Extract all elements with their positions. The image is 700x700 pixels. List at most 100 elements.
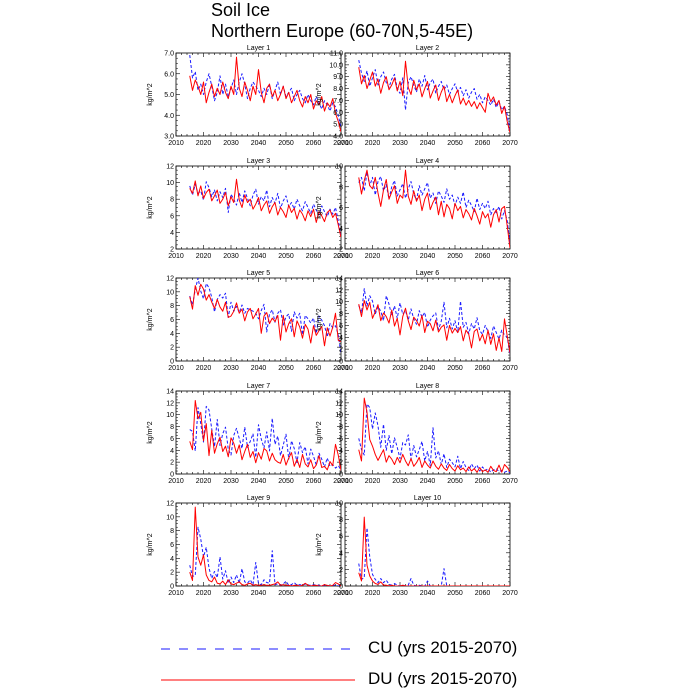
x-tick-label: 2020 [365, 590, 381, 597]
y-axis-label: kg/m^2 [147, 533, 154, 555]
y-tick-label: 6.0 [333, 110, 343, 117]
y-tick-label: 2 [170, 345, 174, 352]
x-tick-label: 2060 [306, 140, 322, 147]
panel-frame [344, 390, 511, 475]
y-axis-label: kg/m^2 [316, 421, 323, 443]
y-tick-label: 4 [170, 556, 174, 563]
x-tick-label: 2030 [392, 253, 408, 260]
chart-title: Soil Ice [211, 0, 271, 20]
x-tick-label: 2020 [196, 478, 212, 485]
x-tick-label: 2020 [196, 253, 212, 260]
panel-layer-1: Layer 1 2010 2020 2030 2040 2050 2060 2070 3.0 4.… [147, 45, 349, 147]
y-tick-label: 2 [170, 570, 174, 577]
y-tick-label: 11.0 [330, 51, 343, 58]
x-tick-label: 2040 [251, 140, 267, 147]
series-du-line [358, 516, 510, 586]
panel-frame [344, 52, 511, 137]
x-tick-label: 2070 [333, 253, 349, 260]
series-cu-line [358, 171, 510, 243]
panel-title-layer-4: Layer 4 [416, 158, 439, 165]
x-tick-label: 2030 [223, 140, 239, 147]
y-tick-label: 5.0 [164, 92, 174, 99]
series-du-line [189, 399, 341, 471]
chart-subtitle: Northern Europe (60-70N,5-45E) [211, 21, 474, 41]
y-tick-label: 0 [170, 584, 174, 591]
x-tick-label: 2010 [337, 590, 353, 597]
x-tick-label: 2010 [168, 478, 184, 485]
x-tick-label: 2040 [251, 365, 267, 372]
y-tick-label: 4 [339, 335, 343, 342]
x-tick-label: 2040 [420, 590, 436, 597]
y-tick-label: 4 [339, 226, 343, 233]
y-tick-label: 8 [170, 303, 174, 310]
y-tick-label: 2 [339, 567, 343, 574]
y-tick-label: 14 [335, 389, 343, 396]
series-du-line [358, 60, 510, 133]
x-tick-label: 2040 [251, 478, 267, 485]
x-tick-label: 2030 [392, 590, 408, 597]
y-tick-label: 8 [170, 197, 174, 204]
series-du-line [189, 283, 341, 347]
x-tick-label: 2020 [365, 365, 381, 372]
series-cu-line [358, 288, 510, 356]
x-tick-label: 2010 [337, 140, 353, 147]
panel-title-layer-6: Layer 6 [416, 270, 439, 277]
x-tick-label: 2050 [447, 365, 463, 372]
x-tick-label: 2050 [447, 140, 463, 147]
panel-title-layer-8: Layer 8 [416, 383, 439, 390]
y-axis-label: kg/m^2 [147, 421, 154, 443]
legend-label-du: DU (yrs 2015-2070) [368, 669, 518, 688]
legend-swatches [161, 648, 355, 681]
series-cu-line [189, 181, 341, 237]
x-tick-label: 2070 [502, 365, 518, 372]
y-tick-label: 10 [335, 299, 343, 306]
y-tick-label: 10 [166, 514, 174, 521]
x-tick-label: 2070 [333, 590, 349, 597]
x-tick-label: 2030 [223, 253, 239, 260]
y-tick-label: 6 [170, 542, 174, 549]
series-cu-line [189, 278, 341, 355]
y-tick-label: 4 [339, 550, 343, 557]
y-tick-label: 10 [166, 412, 174, 419]
x-tick-label: 2050 [278, 478, 294, 485]
x-tick-label: 2060 [475, 365, 491, 372]
x-tick-label: 2040 [420, 253, 436, 260]
x-tick-label: 2030 [392, 365, 408, 372]
x-tick-label: 2010 [168, 365, 184, 372]
y-axis-label: kg/m^2 [316, 533, 323, 555]
series-cu-line [189, 55, 341, 128]
x-tick-label: 2050 [447, 253, 463, 260]
x-tick-label: 2010 [337, 365, 353, 372]
y-tick-label: 6 [339, 534, 343, 541]
panel-title-layer-2: Layer 2 [416, 45, 439, 52]
y-axis-label: kg/m^2 [147, 83, 154, 105]
y-tick-label: 4 [170, 331, 174, 338]
y-tick-label: 0 [170, 472, 174, 479]
y-axis-label: kg/m^2 [147, 308, 154, 330]
y-tick-label: 6 [339, 323, 343, 330]
x-tick-label: 2010 [168, 253, 184, 260]
y-tick-label: 6 [339, 205, 343, 212]
x-tick-label: 2060 [475, 590, 491, 597]
series-cu-line [358, 60, 510, 132]
x-tick-label: 2070 [502, 590, 518, 597]
panel-title-layer-5: Layer 5 [247, 270, 270, 277]
y-tick-label: 5.0 [333, 122, 343, 129]
x-tick-label: 2050 [447, 590, 463, 597]
x-tick-label: 2070 [333, 478, 349, 485]
y-tick-label: 6.0 [164, 71, 174, 78]
x-tick-label: 2060 [475, 253, 491, 260]
series-du-line [358, 300, 510, 353]
series-du-line [189, 56, 341, 132]
x-tick-label: 2050 [278, 140, 294, 147]
x-tick-label: 2010 [337, 478, 353, 485]
y-tick-label: 14 [335, 276, 343, 283]
panel-title-layer-7: Layer 7 [247, 383, 270, 390]
y-tick-label: 8 [170, 424, 174, 431]
x-tick-label: 2070 [502, 478, 518, 485]
